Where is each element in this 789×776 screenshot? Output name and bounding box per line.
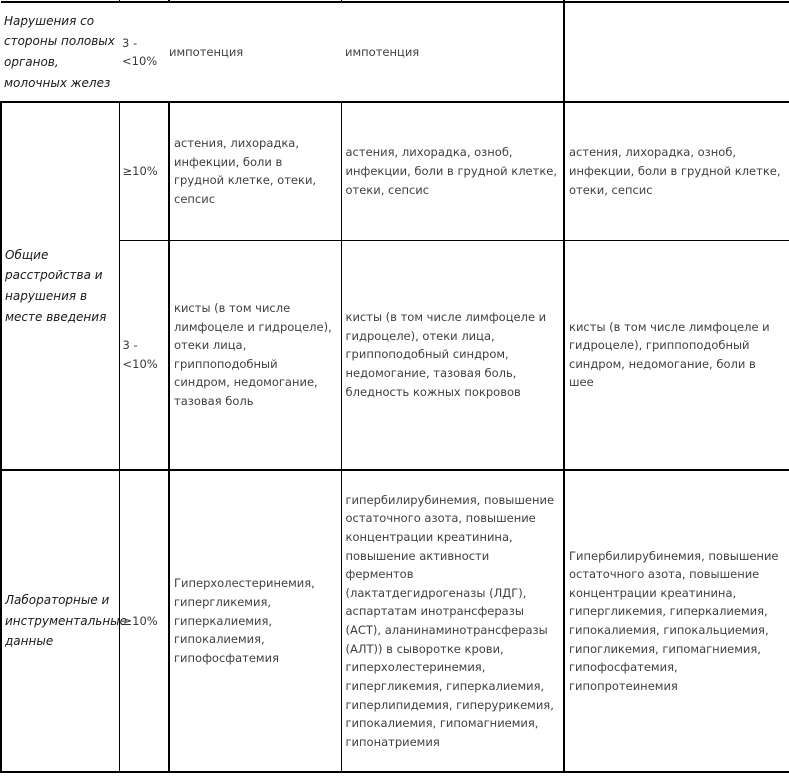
table-row: Лабораторные и инструментальные данные ≥… <box>0 470 789 773</box>
row-col-a: импотенция <box>169 2 341 103</box>
row-frequency: 3 - <10% <box>119 2 169 103</box>
row-col-a: астения, лихорадка, инфекции, боли в гру… <box>169 102 342 241</box>
stub-cell-b <box>341 0 565 3</box>
row-col-c: Гипербилирубинемия, повышение остаточног… <box>564 470 789 773</box>
row-system-organ-class: Общие расстройства и нарушения в месте в… <box>0 102 120 471</box>
table-row: Нарушения со стороны половых органов, мо… <box>1 2 789 103</box>
row-col-b: гипербилирубинемия, повышение остаточног… <box>341 470 565 773</box>
stub-cell-soc <box>1 0 120 3</box>
row-frequency: ≥10% <box>119 102 170 241</box>
table-top-edge-fragments <box>1 0 789 3</box>
table-row: 3 - <10% кисты (в том числе лимфоцеле и … <box>1 240 789 471</box>
row-col-b: кисты (в том числе лимфоцеле и гидроцеле… <box>341 240 565 471</box>
stub-cell-freq <box>119 0 170 3</box>
row-col-c: кисты (в том числе лимфоцеле и гидроцеле… <box>564 240 789 471</box>
row-frequency: ≥10% <box>119 470 170 773</box>
row-col-a: Гиперхолестеринемия, гипергликемия, гипе… <box>169 470 342 773</box>
row-col-a: кисты (в том числе лимфоцеле и гидроцеле… <box>169 240 342 471</box>
row-col-c <box>564 2 789 103</box>
row-frequency: 3 - <10% <box>119 240 170 471</box>
row-col-b: астения, лихорадка, озноб, инфекции, бол… <box>341 102 565 241</box>
stub-cell-c <box>564 0 789 3</box>
table-row: Общие расстройства и нарушения в месте в… <box>0 102 789 471</box>
row-col-c: астения, лихорадка, озноб, инфекции, бол… <box>564 102 789 241</box>
row-col-b: импотенция <box>341 2 565 103</box>
row-system-organ-class: Нарушения со стороны половых органов, мо… <box>1 2 119 103</box>
row-system-organ-class: Лабораторные и инструментальные данные <box>0 470 127 773</box>
stub-cell-a <box>169 0 342 3</box>
